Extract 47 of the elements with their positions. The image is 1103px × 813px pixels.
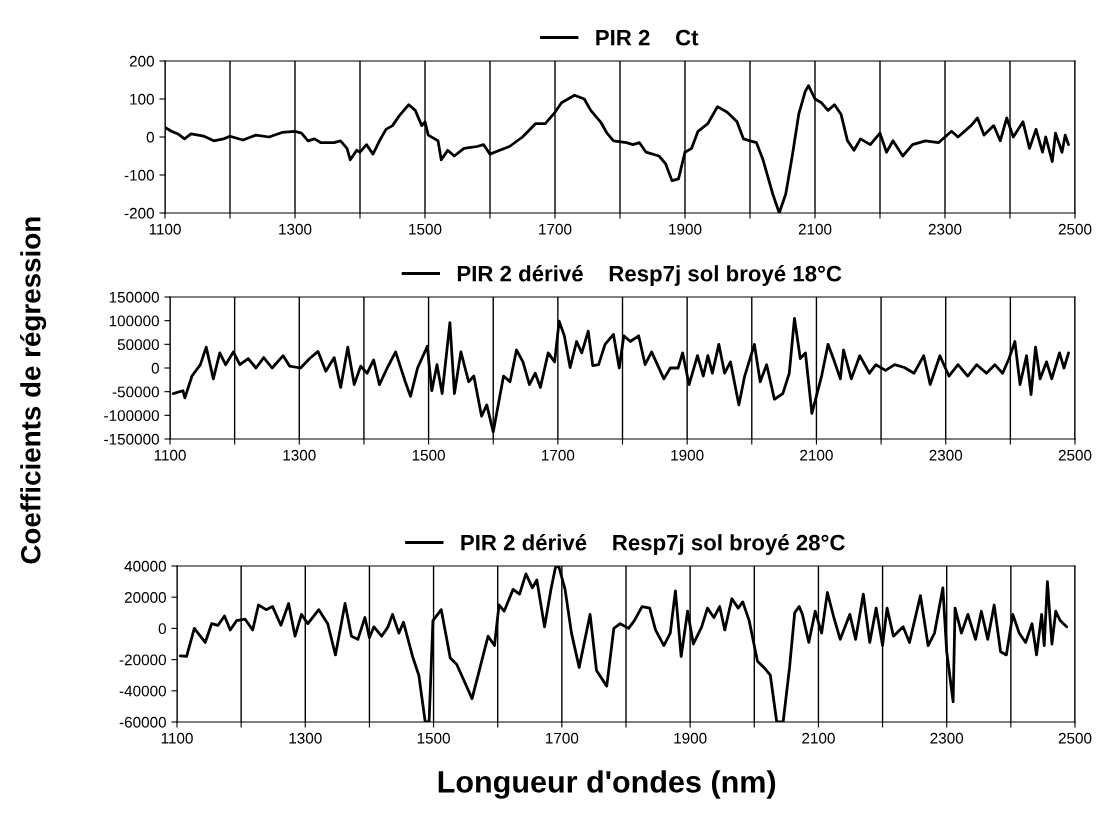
y-tick-label: -40000 [119, 685, 166, 697]
x-tick-label: 1300 [283, 449, 316, 461]
y-tick-label: -20000 [119, 654, 166, 666]
y-tick-label: 0 [146, 131, 154, 143]
y-tick-label: -150000 [104, 433, 159, 445]
x-tick-label: 2500 [1058, 449, 1092, 461]
x-tick-label: 2300 [929, 449, 963, 461]
y-tick-label: 150000 [109, 291, 159, 303]
y-tick-label: 0 [158, 623, 166, 635]
y-tick-label: -200 [124, 207, 154, 219]
x-tick-label: 1100 [161, 732, 193, 744]
x-tick-label: 2300 [930, 732, 964, 744]
x-tick-label: 2100 [802, 732, 835, 744]
x-tick-label: 1900 [669, 223, 702, 235]
x-tick-label: 1300 [279, 223, 312, 235]
x-tick-label: 1100 [154, 449, 186, 461]
y-tick-label: -100 [124, 169, 154, 181]
x-tick-label: 1500 [412, 449, 445, 461]
y-tick-label: 20000 [124, 592, 166, 603]
legend-label: PIR 2 Ct [596, 29, 699, 46]
x-tick-label: 1100 [149, 223, 181, 235]
y-tick-label: -60000 [119, 716, 166, 728]
y-tick-label: 100 [130, 93, 154, 105]
x-tick-label: 2100 [798, 223, 832, 235]
x-tick-label: 1500 [409, 223, 442, 235]
x-tick-label: 1700 [539, 223, 572, 235]
x-tick-label: 1900 [671, 449, 704, 461]
y-tick-label: 40000 [124, 560, 166, 572]
y-axis-title: Coefficients de régression [19, 217, 47, 564]
x-tick-label: 2500 [1058, 732, 1092, 744]
x-tick-label: 1500 [417, 732, 450, 744]
x-tick-label: 1700 [546, 732, 579, 744]
y-tick-label: 200 [129, 55, 154, 67]
y-tick-label: -100000 [104, 410, 159, 422]
legend-label: PIR 2 dérivé Resp7j sol broyé 28°C [461, 533, 845, 555]
x-tick-label: 1900 [674, 732, 707, 744]
x-axis-title: Longueur d'ondes (nm) [438, 770, 776, 799]
y-tick-label: 0 [151, 362, 159, 374]
legend-label: PIR 2 dérivé Resp7j sol broyé 18°C [457, 264, 842, 286]
y-tick-label: 50000 [117, 339, 159, 351]
x-tick-label: 1700 [542, 449, 575, 461]
x-tick-label: 1300 [289, 732, 322, 744]
x-tick-label: 2100 [800, 449, 833, 461]
x-tick-label: 2500 [1058, 223, 1092, 235]
y-tick-label: -50000 [112, 386, 159, 398]
y-tick-label: 100000 [109, 315, 159, 327]
x-tick-label: 2300 [928, 223, 962, 235]
